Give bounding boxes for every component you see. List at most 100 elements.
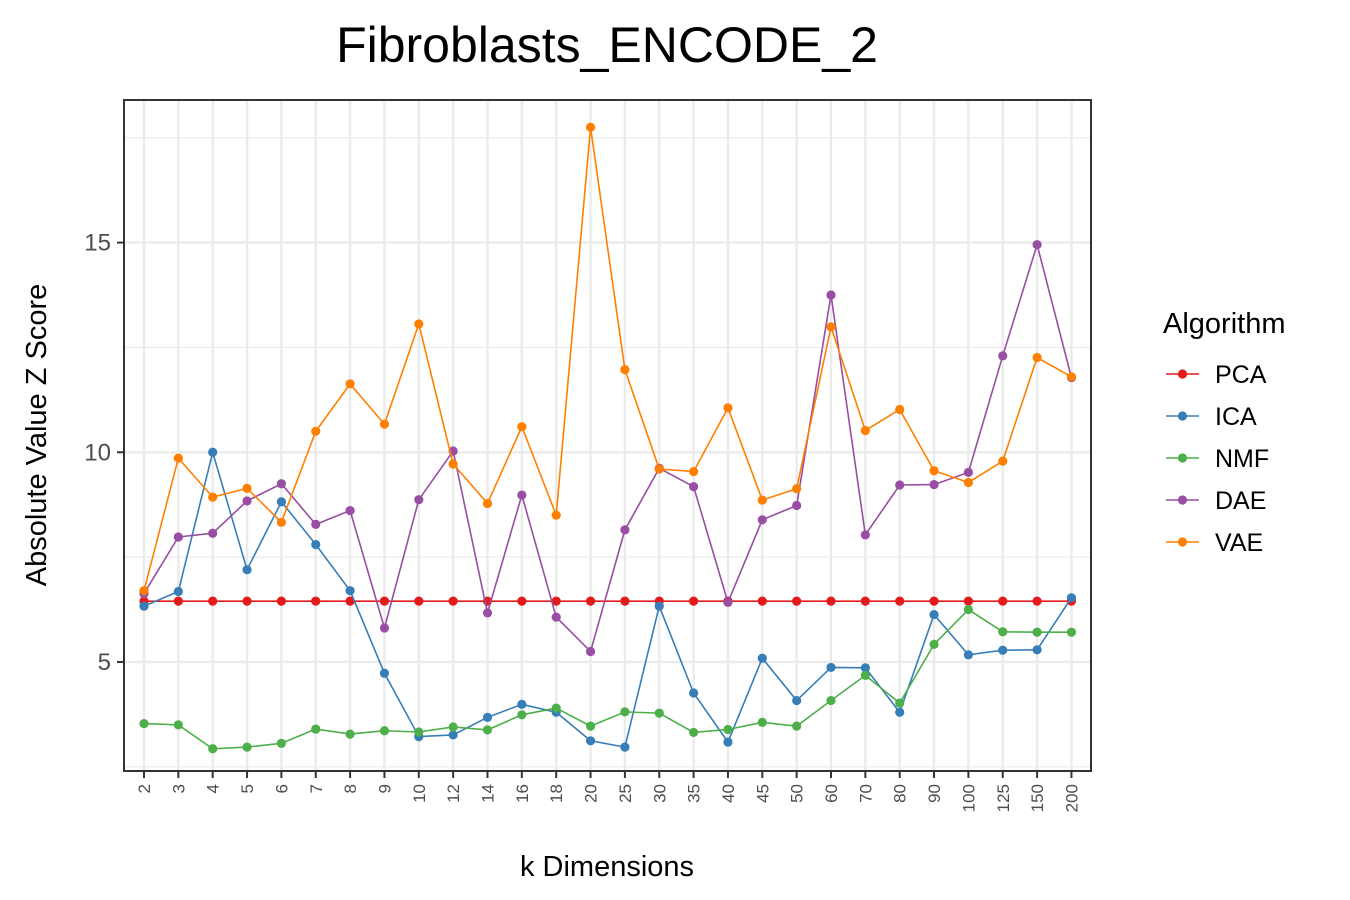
x-tick-label: 14 [479, 784, 498, 803]
legend-label-dae: DAE [1215, 487, 1266, 515]
data-point-ica [963, 650, 974, 660]
x-tick-label: 30 [650, 784, 669, 803]
data-point-dae [311, 519, 321, 530]
x-tick-label: 125 [994, 784, 1013, 812]
data-point-vae [379, 419, 390, 429]
x-tick-label: 150 [1028, 784, 1047, 812]
data-point-vae [757, 495, 767, 505]
data-point-ica [173, 586, 183, 597]
data-point-vae [585, 122, 596, 132]
data-point-nmf [792, 721, 802, 731]
data-point-nmf [826, 695, 836, 706]
data-point-ica [895, 707, 905, 717]
data-point-nmf [551, 703, 561, 713]
data-point-vae [998, 456, 1008, 466]
legend-key-point [1177, 537, 1188, 547]
data-point-dae [1032, 240, 1042, 250]
x-tick-label: 6 [272, 784, 291, 793]
x-tick-label: 45 [753, 784, 772, 803]
data-point-vae [654, 464, 664, 474]
data-point-ica [276, 497, 286, 507]
data-point-dae [826, 290, 836, 300]
series-line-vae [143, 127, 1072, 591]
data-point-ica [826, 662, 836, 673]
x-tick-label: 80 [891, 784, 910, 803]
data-point-vae [963, 477, 974, 488]
data-point-vae [1032, 352, 1042, 363]
data-point-vae [792, 484, 802, 494]
data-point-vae [551, 510, 561, 520]
x-tick-label: 50 [788, 784, 807, 803]
x-tick-label: 60 [822, 784, 841, 803]
x-tick-label: 18 [547, 784, 566, 803]
data-point-nmf [723, 724, 733, 735]
x-tick-label: 25 [616, 784, 635, 803]
x-tick-label: 16 [513, 784, 532, 803]
x-tick-label: 70 [856, 784, 875, 803]
y-axis-title: Absolute Value Z Score [21, 284, 53, 587]
data-point-ica [1066, 593, 1077, 603]
data-point-ica [482, 712, 493, 722]
data-point-nmf [757, 717, 767, 727]
data-point-nmf [242, 742, 252, 752]
data-point-ica [998, 645, 1008, 655]
data-point-nmf [929, 639, 939, 649]
x-tick-label: 90 [925, 784, 944, 803]
data-point-dae [998, 351, 1008, 361]
series-line-ica [143, 449, 1073, 749]
data-point-nmf [139, 719, 149, 729]
data-point-ica [757, 653, 767, 663]
data-point-dae [757, 515, 767, 525]
data-point-pca [620, 596, 630, 606]
data-point-dae [723, 597, 733, 608]
legend-key-point [1177, 411, 1188, 421]
legend-label-ica: ICA [1215, 403, 1257, 431]
y-tick-label: 10 [84, 439, 111, 466]
data-point-nmf [1032, 627, 1042, 637]
data-point-ica [860, 663, 870, 673]
data-point-pca [1032, 596, 1042, 606]
data-point-nmf [998, 627, 1008, 637]
data-point-vae [689, 466, 699, 477]
series-pca [139, 596, 1077, 606]
data-point-pca [414, 596, 424, 606]
x-tick-label: 100 [959, 784, 978, 812]
data-point-nmf [173, 720, 183, 730]
x-tick-label: 7 [307, 784, 326, 793]
legend-label-pca: PCA [1215, 361, 1267, 389]
data-point-ica [929, 609, 939, 620]
data-point-nmf [1066, 627, 1077, 637]
data-point-ica [379, 668, 390, 678]
data-point-pca [998, 596, 1008, 606]
data-point-vae [208, 492, 218, 502]
data-point-dae [620, 525, 630, 535]
data-point-vae [482, 498, 493, 509]
legend: Algorithm PCA ICA NMF DAE VAE [1163, 308, 1286, 557]
data-point-pca [379, 596, 390, 606]
data-point-vae [860, 425, 870, 436]
series-line-nmf [143, 608, 1072, 750]
legend-key-point [1177, 369, 1188, 379]
x-tick-label: 4 [204, 784, 223, 793]
data-point-nmf [379, 726, 390, 736]
data-point-nmf [208, 744, 218, 754]
data-point-nmf [482, 725, 493, 735]
data-point-nmf [895, 698, 905, 708]
data-point-ica [654, 601, 664, 611]
data-point-pca [345, 596, 355, 606]
data-point-vae [345, 379, 355, 389]
data-point-vae [414, 319, 424, 329]
data-point-vae [139, 586, 149, 596]
data-point-nmf [311, 724, 321, 734]
data-point-vae [276, 517, 286, 527]
data-point-vae [826, 322, 836, 332]
data-point-dae [929, 479, 939, 490]
data-point-dae [482, 608, 493, 618]
x-axis-title: k Dimensions [520, 851, 694, 883]
data-point-vae [242, 483, 252, 493]
data-point-dae [517, 490, 527, 500]
data-point-ica [723, 737, 733, 747]
data-point-dae [689, 482, 699, 492]
